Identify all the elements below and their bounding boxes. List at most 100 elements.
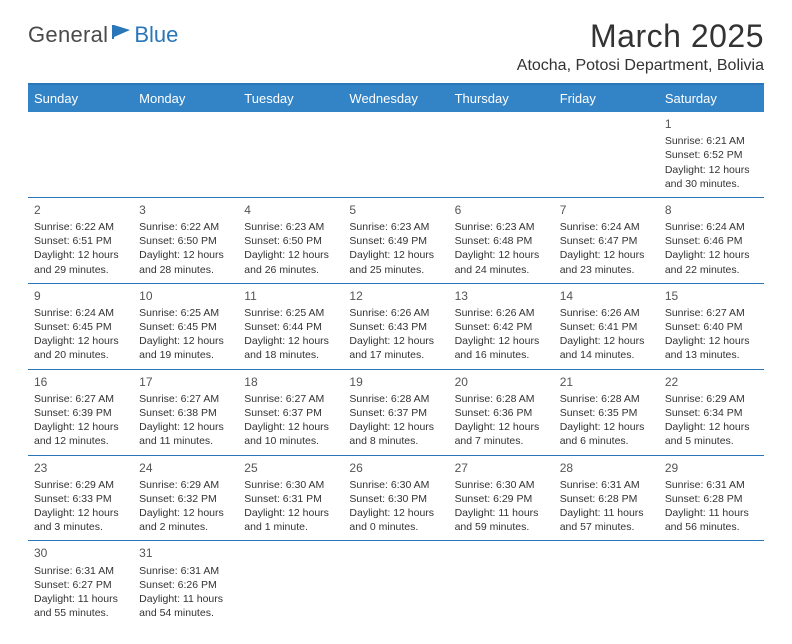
calendar-day-cell: 9Sunrise: 6:24 AMSunset: 6:45 PMDaylight… — [28, 283, 133, 369]
weekday-header: Tuesday — [238, 84, 343, 112]
day-day1: Daylight: 12 hours — [665, 334, 758, 348]
day-day1: Daylight: 12 hours — [349, 420, 442, 434]
day-number: 3 — [139, 202, 232, 218]
day-day2: and 7 minutes. — [455, 434, 548, 448]
day-number: 22 — [665, 374, 758, 390]
day-sunset: Sunset: 6:29 PM — [455, 492, 548, 506]
calendar-day-cell: 12Sunrise: 6:26 AMSunset: 6:43 PMDayligh… — [343, 283, 448, 369]
day-day1: Daylight: 12 hours — [665, 248, 758, 262]
calendar-day-cell — [343, 541, 448, 626]
weekday-header: Friday — [554, 84, 659, 112]
day-sunrise: Sunrise: 6:31 AM — [34, 564, 127, 578]
day-day1: Daylight: 11 hours — [455, 506, 548, 520]
day-sunrise: Sunrise: 6:26 AM — [560, 306, 653, 320]
day-day2: and 6 minutes. — [560, 434, 653, 448]
day-number: 27 — [455, 460, 548, 476]
day-sunset: Sunset: 6:52 PM — [665, 148, 758, 162]
day-sunset: Sunset: 6:49 PM — [349, 234, 442, 248]
calendar-day-cell: 19Sunrise: 6:28 AMSunset: 6:37 PMDayligh… — [343, 369, 448, 455]
calendar-table: Sunday Monday Tuesday Wednesday Thursday… — [28, 83, 764, 626]
calendar-day-cell: 2Sunrise: 6:22 AMSunset: 6:51 PMDaylight… — [28, 197, 133, 283]
day-sunrise: Sunrise: 6:29 AM — [34, 478, 127, 492]
day-sunrise: Sunrise: 6:29 AM — [665, 392, 758, 406]
day-sunset: Sunset: 6:27 PM — [34, 578, 127, 592]
day-day1: Daylight: 12 hours — [139, 506, 232, 520]
day-sunrise: Sunrise: 6:28 AM — [560, 392, 653, 406]
day-day1: Daylight: 12 hours — [349, 248, 442, 262]
day-day2: and 18 minutes. — [244, 348, 337, 362]
calendar-week-row: 23Sunrise: 6:29 AMSunset: 6:33 PMDayligh… — [28, 455, 764, 541]
day-number: 11 — [244, 288, 337, 304]
day-sunset: Sunset: 6:37 PM — [244, 406, 337, 420]
day-sunset: Sunset: 6:51 PM — [34, 234, 127, 248]
day-sunrise: Sunrise: 6:29 AM — [139, 478, 232, 492]
day-sunrise: Sunrise: 6:26 AM — [455, 306, 548, 320]
day-sunset: Sunset: 6:50 PM — [244, 234, 337, 248]
day-sunset: Sunset: 6:36 PM — [455, 406, 548, 420]
day-day1: Daylight: 12 hours — [455, 334, 548, 348]
calendar-day-cell: 27 Sunrise: 6:30 AMSunset: 6:29 PMDayligh… — [449, 455, 554, 541]
day-day1: Daylight: 12 hours — [560, 420, 653, 434]
day-day2: and 2 minutes. — [139, 520, 232, 534]
day-sunrise: Sunrise: 6:26 AM — [349, 306, 442, 320]
calendar-day-cell: 31Sunrise: 6:31 AMSunset: 6:26 PMDayligh… — [133, 541, 238, 626]
day-day1: Daylight: 12 hours — [665, 163, 758, 177]
calendar-day-cell: 4Sunrise: 6:23 AMSunset: 6:50 PMDaylight… — [238, 197, 343, 283]
day-sunrise: Sunrise: 6:23 AM — [349, 220, 442, 234]
day-number: 4 — [244, 202, 337, 218]
day-number: 9 — [34, 288, 127, 304]
day-day1: Daylight: 12 hours — [244, 334, 337, 348]
day-day2: and 16 minutes. — [455, 348, 548, 362]
day-day1: Daylight: 12 hours — [244, 248, 337, 262]
day-number: 23 — [34, 460, 127, 476]
day-sunset: Sunset: 6:43 PM — [349, 320, 442, 334]
day-day2: and 14 minutes. — [560, 348, 653, 362]
day-number: 19 — [349, 374, 442, 390]
day-day1: Daylight: 12 hours — [139, 248, 232, 262]
day-sunrise: Sunrise: 6:27 AM — [34, 392, 127, 406]
day-day2: and 12 minutes. — [34, 434, 127, 448]
calendar-day-cell — [554, 112, 659, 197]
day-sunrise: Sunrise: 6:23 AM — [455, 220, 548, 234]
day-number: 17 — [139, 374, 232, 390]
calendar-day-cell: 26Sunrise: 6:30 AMSunset: 6:30 PMDayligh… — [343, 455, 448, 541]
calendar-day-cell — [659, 541, 764, 626]
day-day2: and 8 minutes. — [349, 434, 442, 448]
day-sunset: Sunset: 6:48 PM — [455, 234, 548, 248]
day-sunset: Sunset: 6:33 PM — [34, 492, 127, 506]
calendar-day-cell: 16Sunrise: 6:27 AMSunset: 6:39 PMDayligh… — [28, 369, 133, 455]
calendar-day-cell: 29Sunrise: 6:31 AMSunset: 6:28 PMDayligh… — [659, 455, 764, 541]
calendar-week-row: 30Sunrise: 6:31 AMSunset: 6:27 PMDayligh… — [28, 541, 764, 626]
calendar-day-cell: 7Sunrise: 6:24 AMSunset: 6:47 PMDaylight… — [554, 197, 659, 283]
day-sunrise: Sunrise: 6:27 AM — [139, 392, 232, 406]
day-day1: Daylight: 12 hours — [349, 506, 442, 520]
day-day1: Daylight: 12 hours — [34, 506, 127, 520]
day-day2: and 10 minutes. — [244, 434, 337, 448]
day-sunset: Sunset: 6:44 PM — [244, 320, 337, 334]
calendar-week-row: 9Sunrise: 6:24 AMSunset: 6:45 PMDaylight… — [28, 283, 764, 369]
day-number: 31 — [139, 545, 232, 561]
calendar-day-cell: 1Sunrise: 6:21 AMSunset: 6:52 PMDaylight… — [659, 112, 764, 197]
day-sunset: Sunset: 6:45 PM — [139, 320, 232, 334]
day-sunrise: Sunrise: 6:21 AM — [665, 134, 758, 148]
weekday-header: Thursday — [449, 84, 554, 112]
calendar-day-cell — [28, 112, 133, 197]
day-sunrise: Sunrise: 6:28 AM — [455, 392, 548, 406]
day-day2: and 0 minutes. — [349, 520, 442, 534]
day-day2: and 17 minutes. — [349, 348, 442, 362]
day-number: 2 — [34, 202, 127, 218]
title-block: March 2025 Atocha, Potosi Department, Bo… — [517, 18, 764, 75]
day-number: 15 — [665, 288, 758, 304]
day-sunset: Sunset: 6:50 PM — [139, 234, 232, 248]
day-day1: Daylight: 11 hours — [139, 592, 232, 606]
day-day2: and 24 minutes. — [455, 263, 548, 277]
day-day2: and 5 minutes. — [665, 434, 758, 448]
day-sunrise: Sunrise: 6:30 AM — [455, 478, 548, 492]
day-number: 21 — [560, 374, 653, 390]
day-day1: Daylight: 12 hours — [139, 420, 232, 434]
day-number: 24 — [139, 460, 232, 476]
day-day1: Daylight: 12 hours — [139, 334, 232, 348]
day-sunset: Sunset: 6:39 PM — [34, 406, 127, 420]
logo: General Blue — [28, 22, 178, 48]
day-sunrise: Sunrise: 6:24 AM — [560, 220, 653, 234]
